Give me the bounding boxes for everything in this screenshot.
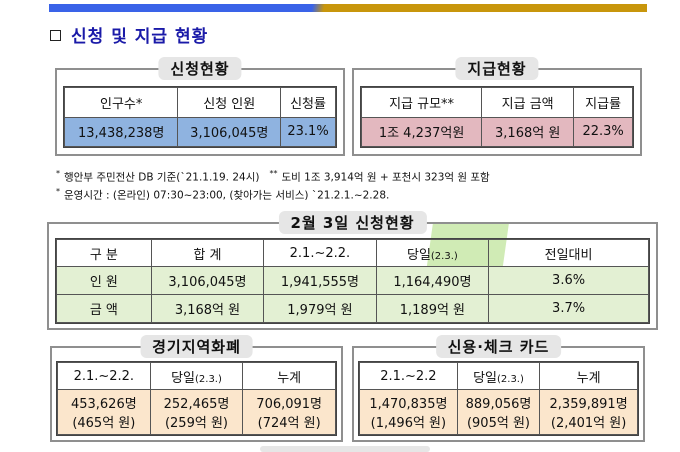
header-today-label: 당일 — [171, 370, 195, 386]
header-payment-amount: 지급 금액 — [481, 87, 575, 118]
header-period: 2.1.~2.2. — [57, 361, 151, 391]
card-label: 신용·체크 카드 — [435, 335, 562, 358]
row-people-period: 1,941,555명 — [263, 266, 377, 295]
header-applicants: 신청 인원 — [177, 87, 282, 118]
value-period: 453,626명 (465억 원) — [57, 389, 151, 435]
payment-status-panel: 지급현황 지급 규모** 지급 금액 지급률 1조 4,237억원 3,168억… — [352, 57, 642, 156]
header-cumulative: 누계 — [242, 361, 336, 391]
application-status-panel: 신청현황 인구수* 신청 인원 신청률 13,438,238명 3,106,04… — [55, 57, 345, 156]
row-amount-label: 금 액 — [56, 293, 152, 324]
amount-cumulative: (724억 원) — [257, 416, 321, 432]
amount-today: (905억 원) — [466, 416, 530, 432]
header-period: 2.1.~2.2 — [359, 361, 458, 391]
value-period: 1,470,835명 (1,496억 원) — [359, 389, 458, 435]
footnote-hours: 운영시간 : (온라인) 07:30~23:00, (찾아가는 서비스) `21… — [64, 189, 390, 201]
page-title: 신청 및 지급 현황 — [50, 22, 208, 47]
page-title-text: 신청 및 지급 현황 — [71, 27, 209, 47]
payment-status-label: 지급현황 — [455, 57, 539, 80]
people-today: 889,056명 — [465, 397, 532, 413]
value-cumulative: 2,359,891명 (2,401억 원) — [539, 389, 638, 435]
header-cumulative: 누계 — [539, 361, 638, 391]
header-total: 합 계 — [150, 238, 265, 268]
amount-period: (465억 원) — [72, 416, 136, 432]
row-people-today: 1,164,490명 — [375, 266, 490, 295]
top-accent-bar — [49, 4, 647, 12]
footnote-population: 행안부 주민전산 DB 기준(`21.1.19. 24시) — [64, 171, 260, 184]
header-vs-previous: 전일대비 — [488, 238, 649, 268]
header-today-label: 당일 — [406, 247, 431, 263]
payment-status-table: 지급 규모** 지급 금액 지급률 1조 4,237억원 3,168억 원 22… — [360, 87, 633, 147]
header-population: 인구수* — [63, 87, 179, 118]
daily-status-table: 구 분 합 계 2.1.~2.2. 당일(2.3.) 전일대비 인 원 3,10… — [56, 238, 649, 324]
people-period: 453,626명 — [70, 397, 137, 413]
people-today: 252,465명 — [163, 397, 230, 413]
row-amount-total: 3,168억 원 — [150, 293, 265, 324]
value-application-rate: 23.1% — [280, 116, 336, 147]
row-people-total: 3,106,045명 — [150, 266, 265, 295]
daily-status-panel: 2월 3일 신청현황 구 분 합 계 2.1.~2.2. 당일(2.3.) 전일… — [47, 211, 658, 330]
amount-period: (1,496억 원) — [370, 416, 447, 432]
daily-status-label: 2월 3일 신청현황 — [278, 211, 427, 234]
header-today-label: 당일 — [473, 370, 497, 386]
value-payment-rate: 22.3% — [573, 116, 633, 147]
header-application-rate: 신청률 — [280, 87, 336, 118]
local-currency-panel: 경기지역화폐 2.1.~2.2. 당일(2.3.) 누계 453,626명 (46… — [50, 335, 343, 442]
card-table: 2.1.~2.2 당일(2.3.) 누계 1,470,835명 (1,496억 원… — [359, 361, 638, 435]
people-cumulative: 2,359,891명 — [549, 397, 628, 413]
header-payment-scale: 지급 규모** — [360, 87, 483, 118]
value-population: 13,438,238명 — [63, 116, 179, 147]
header-today: 당일(2.3.) — [375, 238, 490, 268]
card-panel: 신용·체크 카드 2.1.~2.2 당일(2.3.) 누계 1,470,835명… — [352, 335, 645, 442]
value-payment-amount: 3,168억 원 — [481, 116, 575, 147]
row-people-label: 인 원 — [56, 266, 152, 295]
amount-today: (259억 원) — [164, 416, 228, 432]
header-today-date: (2.3.) — [430, 250, 458, 262]
header-category: 구 분 — [56, 238, 152, 268]
header-payment-rate: 지급률 — [573, 87, 633, 118]
footnote-payment: 도비 1조 3,914억 원 + 포천시 323억 원 포함 — [281, 171, 490, 184]
row-amount-period: 1,979억 원 — [263, 293, 377, 324]
value-payment-scale: 1조 4,237억원 — [360, 116, 483, 147]
people-cumulative: 706,091명 — [256, 397, 323, 413]
row-amount-today: 1,189억 원 — [375, 293, 490, 324]
header-period: 2.1.~2.2. — [263, 238, 377, 268]
footnotes: * 행안부 주민전산 DB 기준(`21.1.19. 24시) ** 도비 1조 3… — [56, 169, 490, 201]
next-section-label-fragment — [260, 446, 430, 452]
local-currency-table: 2.1.~2.2. 당일(2.3.) 누계 453,626명 (465억 원) 2… — [57, 361, 336, 435]
row-amount-change: 3.7% — [488, 293, 649, 324]
application-status-label: 신청현황 — [158, 57, 242, 80]
row-people-change: 3.6% — [488, 266, 649, 295]
header-today-date: (2.3.) — [497, 373, 524, 385]
value-applicants: 3,106,045명 — [177, 116, 282, 147]
amount-cumulative: (2,401억 원) — [550, 416, 627, 432]
header-today-date: (2.3.) — [195, 373, 222, 385]
value-cumulative: 706,091명 (724억 원) — [242, 389, 336, 435]
local-currency-label: 경기지역화폐 — [140, 335, 253, 358]
header-today: 당일(2.3.) — [456, 361, 541, 391]
people-period: 1,470,835명 — [369, 397, 448, 413]
value-today: 889,056명 (905억 원) — [456, 389, 541, 435]
checkbox-square-icon — [50, 30, 61, 41]
value-today: 252,465명 (259억 원) — [149, 389, 244, 435]
header-today: 당일(2.3.) — [149, 361, 244, 391]
application-status-table: 인구수* 신청 인원 신청률 13,438,238명 3,106,045명 23… — [63, 87, 336, 147]
